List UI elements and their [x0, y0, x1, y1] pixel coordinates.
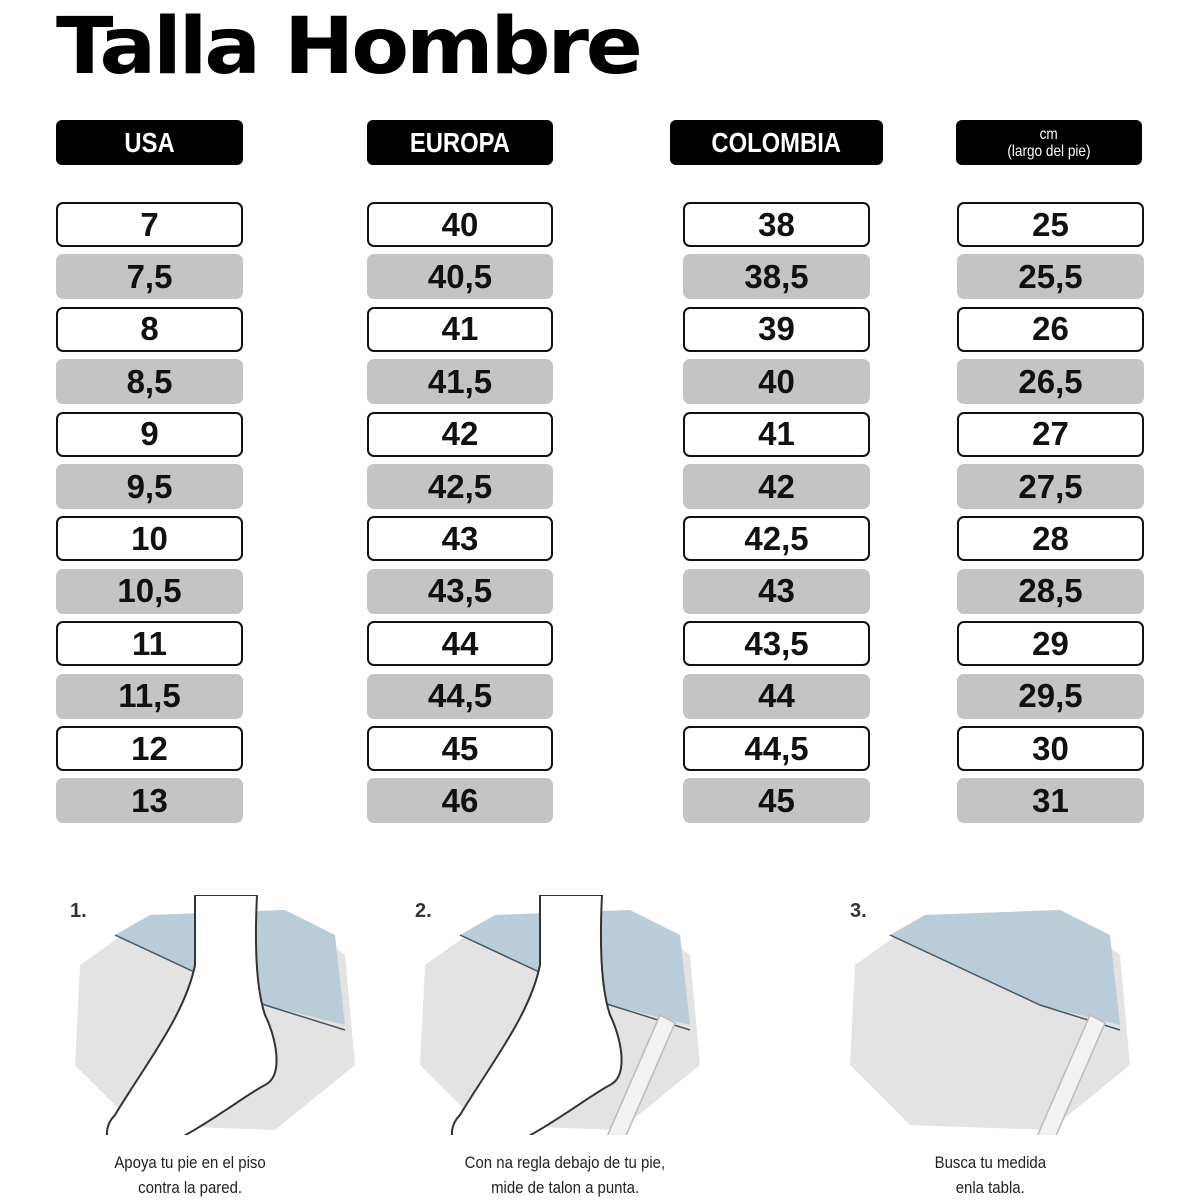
size-cell-europa: 44,5: [367, 673, 553, 719]
size-cell-cm: 28,5: [957, 568, 1144, 614]
step-number: 3.: [850, 900, 867, 922]
header-label: EUROPA: [409, 126, 511, 158]
size-cell-cm: 27: [957, 411, 1144, 457]
ruler-on-floor-icon: [850, 910, 1130, 1197]
header-cm: cm (largo del pie): [956, 120, 1142, 165]
size-cell-europa: 43,5: [367, 568, 553, 614]
size-cell-europa: 40,5: [367, 254, 553, 300]
header-label: cm: [1039, 125, 1059, 143]
size-cell-europa: 46: [367, 778, 553, 824]
size-cell-usa: 13: [56, 778, 243, 824]
size-cell-europa: 42,5: [367, 464, 553, 509]
size-cell-cm: 30: [957, 726, 1144, 771]
size-cell-cm: 25,5: [957, 254, 1144, 300]
size-cell-usa: 10: [56, 516, 243, 562]
size-cell-usa: 11: [56, 621, 243, 667]
size-cell-europa: 44: [367, 621, 553, 667]
step-2-illustration: 2.: [400, 894, 720, 1197]
size-cell-colombia: 42: [683, 464, 870, 509]
size-cell-usa: 11,5: [56, 673, 243, 719]
size-cell-colombia: 42,5: [683, 516, 870, 562]
caption-line: mide de talon a punta.: [490, 1178, 640, 1197]
size-cell-cm: 29: [957, 621, 1144, 667]
caption-line: contra la pared.: [138, 1178, 242, 1197]
size-cell-cm: 28: [957, 516, 1144, 562]
size-cell-europa: 40: [367, 202, 553, 247]
size-cell-colombia: 43,5: [683, 621, 870, 667]
size-cell-colombia: 38,5: [683, 254, 870, 300]
header-usa: USA: [56, 120, 243, 165]
size-cell-cm: 25: [957, 202, 1144, 247]
foot-against-wall-icon: [75, 894, 355, 1158]
step-1-caption: Apoya tu pie en el piso contra la pared.: [30, 1150, 350, 1200]
size-cell-europa: 41: [367, 306, 553, 352]
size-cell-colombia: 39: [683, 306, 870, 352]
size-cell-colombia: 45: [683, 778, 870, 824]
size-cell-cm: 29,5: [957, 673, 1144, 719]
foot-on-ruler-icon: [420, 894, 700, 1197]
size-cell-usa: 9,5: [56, 464, 243, 509]
size-cell-usa: 10,5: [56, 568, 243, 614]
size-cell-colombia: 38: [683, 202, 870, 247]
step-1-illustration: 1.: [55, 894, 375, 1158]
caption-line: Apoya tu pie en el piso: [114, 1153, 266, 1172]
size-cell-usa: 8,5: [56, 359, 243, 405]
size-cell-colombia: 40: [683, 359, 870, 405]
caption-line: Busca tu medida: [934, 1153, 1046, 1172]
header-sublabel: (largo del pie): [1007, 142, 1091, 160]
size-cell-europa: 45: [367, 726, 553, 771]
size-cell-cm: 31: [957, 778, 1144, 824]
size-cell-cm: 26: [957, 306, 1144, 352]
caption-line: enla tabla.: [955, 1178, 1025, 1197]
size-cell-usa: 8: [56, 306, 243, 352]
size-cell-cm: 26,5: [957, 359, 1144, 405]
size-cell-colombia: 41: [683, 411, 870, 457]
size-cell-usa: 9: [56, 411, 243, 457]
step-3-illustration: 3.: [830, 895, 1150, 1197]
step-number: 1.: [70, 900, 87, 922]
header-colombia: COLOMBIA: [670, 120, 883, 165]
caption-line: Con na regla debajo de tu pie,: [464, 1153, 666, 1172]
header-label: USA: [124, 126, 175, 158]
size-cell-cm: 27,5: [957, 464, 1144, 509]
size-cell-usa: 7,5: [56, 254, 243, 300]
step-3-caption: Busca tu medida enla tabla.: [830, 1150, 1150, 1200]
step-2-caption: Con na regla debajo de tu pie, mide de ta…: [405, 1150, 725, 1200]
size-cell-colombia: 44: [683, 673, 870, 719]
size-cell-colombia: 44,5: [683, 726, 870, 771]
size-cell-europa: 43: [367, 516, 553, 562]
step-number: 2.: [415, 900, 432, 922]
page-title: Talla Hombre: [56, 2, 643, 92]
size-cell-colombia: 43: [683, 568, 870, 614]
size-cell-usa: 12: [56, 726, 243, 771]
header-europa: EUROPA: [367, 120, 553, 165]
size-cell-usa: 7: [56, 202, 243, 247]
header-label: COLOMBIA: [711, 126, 842, 158]
size-cell-europa: 42: [367, 411, 553, 457]
size-cell-europa: 41,5: [367, 359, 553, 405]
